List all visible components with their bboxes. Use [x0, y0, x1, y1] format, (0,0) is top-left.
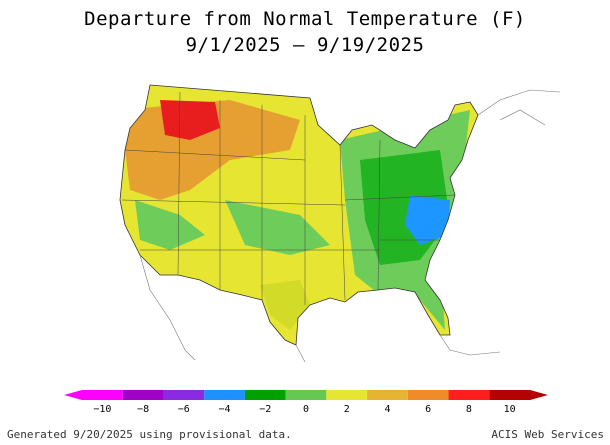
legend-tick-label: −10: [93, 404, 111, 415]
legend-tick-label: 0: [303, 404, 309, 415]
northwest-hot-region: [160, 100, 220, 140]
map-date-range: 9/1/2025 – 9/19/2025: [185, 34, 425, 56]
legend-swatch: [448, 390, 490, 400]
legend-tick-label: −8: [137, 404, 149, 415]
state-borders: [121, 91, 456, 305]
legend-tick-label: 4: [384, 404, 390, 415]
legend-tick-label: −2: [259, 404, 271, 415]
texas-region: [260, 280, 310, 330]
legend-swatch: [163, 390, 205, 400]
legend-swatch: [367, 390, 408, 400]
carolinas-coolest-region: [405, 195, 450, 245]
legend-tick-label: 10: [504, 404, 516, 415]
legend-tick-label: 8: [466, 404, 472, 415]
legend-swatch: [285, 390, 327, 400]
legend-swatch: [82, 390, 123, 400]
neighbor-coastlines: [139, 89, 561, 363]
legend-swatch: [326, 390, 368, 400]
legend-left-arrow: [64, 390, 82, 400]
map-title: Departure from Normal Temperature (F): [84, 8, 526, 30]
legend-right-arrow: [530, 390, 548, 400]
legend-tick-label: −6: [178, 404, 190, 415]
source-credit: ACIS Web Services: [491, 428, 604, 441]
us-outline: [119, 84, 479, 346]
legend-swatch: [122, 390, 164, 400]
legend-swatch: [204, 390, 245, 400]
great-basin-cool-region: [135, 200, 205, 250]
legend-swatch: [489, 390, 530, 400]
legend-tick-label: 2: [344, 404, 350, 415]
legend-tick-label: 6: [425, 404, 431, 415]
legend-swatch: [244, 390, 286, 400]
generated-note: Generated 9/20/2025 using provisional da…: [7, 428, 292, 441]
legend-tick-label: −4: [219, 404, 231, 415]
plains-cool-region: [225, 200, 330, 255]
legend-swatch: [407, 390, 449, 400]
